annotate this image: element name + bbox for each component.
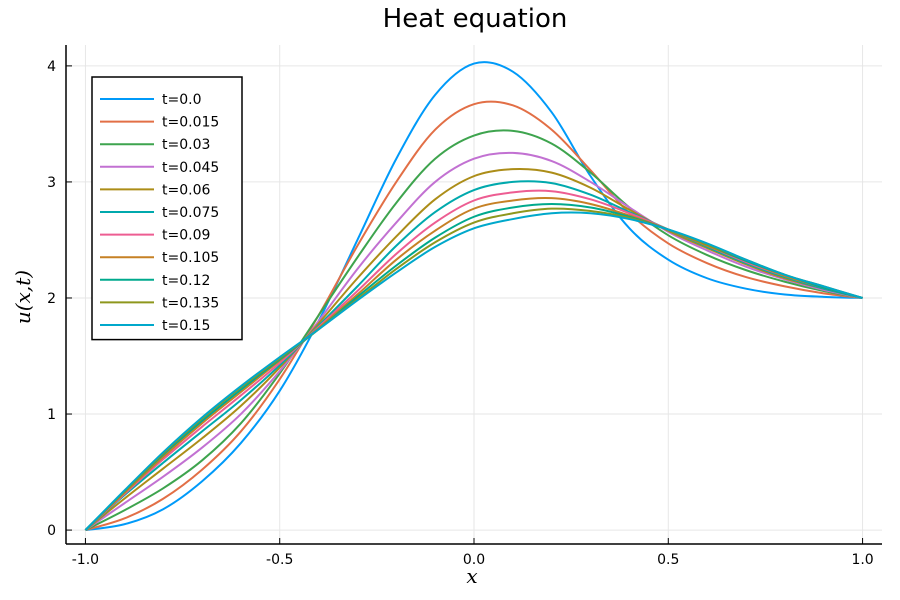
legend: t=0.0 t=0.015 t=0.03 t=0.045 t=0.06 t=0.075 t=…: [91, 76, 243, 341]
x-tick-label: -1.0: [72, 552, 99, 568]
x-tick-label: 1.0: [851, 552, 873, 568]
legend-label: t=0.12: [162, 273, 210, 289]
x-tick-label: -0.5: [266, 552, 293, 568]
tick-labels: -1.0 -0.5 0.0 0.5 1.0 0 1 2 3 4: [47, 59, 874, 568]
legend-label: t=0.135: [162, 295, 219, 311]
axes: [65, 45, 882, 545]
legend-label: t=0.15: [162, 318, 210, 334]
series-line-t=0.075: [84, 180, 863, 531]
legend-label: t=0.03: [162, 137, 210, 153]
series-line-t=0.06: [84, 168, 863, 531]
x-tick-label: 0.0: [463, 552, 485, 568]
legend-label: t=0.09: [162, 228, 210, 244]
series-layer: [84, 61, 863, 532]
series-line-t=0.0: [85, 61, 863, 532]
legend-label: t=0.045: [162, 160, 219, 176]
series-line-t=0.045: [84, 151, 863, 531]
y-axis-label: u(x,t): [11, 270, 35, 324]
series-line-t=0.015: [85, 100, 863, 532]
legend-label: t=0.0: [162, 92, 201, 108]
y-tick-label: 2: [47, 291, 56, 307]
y-tick-label: 3: [47, 175, 56, 191]
chart-title: Heat equation: [383, 4, 568, 34]
legend-label: t=0.075: [162, 205, 219, 221]
y-tick-label: 4: [47, 59, 56, 75]
x-axis-label: x: [466, 564, 477, 588]
legend-label: t=0.105: [162, 250, 219, 266]
x-tick-label: 0.5: [657, 552, 679, 568]
series-line-t=0.03: [84, 129, 863, 531]
series-line-t=0.15: [84, 211, 863, 531]
y-tick-label: 0: [47, 523, 56, 539]
y-tick-label: 1: [47, 407, 56, 423]
legend-label: t=0.015: [162, 115, 219, 131]
legend-label: t=0.06: [162, 182, 210, 198]
